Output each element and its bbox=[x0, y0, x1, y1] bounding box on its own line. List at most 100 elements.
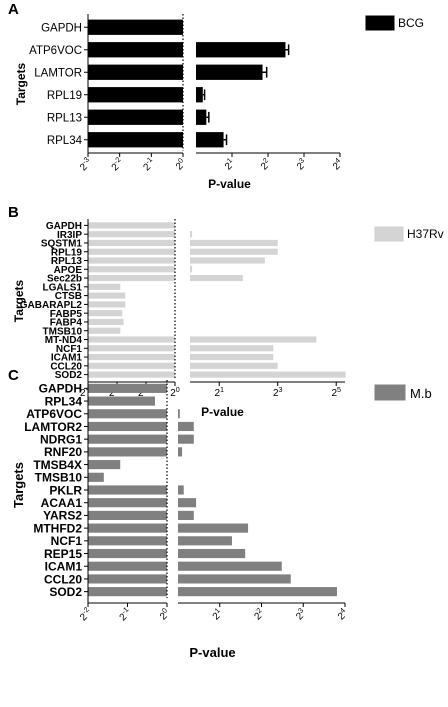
category-label: ICAM1 bbox=[45, 560, 83, 574]
left-bar bbox=[88, 222, 175, 229]
right-bar bbox=[178, 447, 183, 457]
legend-label: H37Rv bbox=[407, 227, 444, 241]
x-tick-label: 2-2 bbox=[108, 155, 126, 173]
left-bar bbox=[88, 64, 183, 80]
y-axis-label: Targets bbox=[12, 279, 26, 322]
x-tick-label: 2-2 bbox=[76, 605, 94, 623]
left-bar bbox=[88, 327, 121, 334]
left-bar bbox=[88, 231, 175, 238]
left-bar bbox=[88, 239, 175, 247]
right-bar bbox=[178, 561, 282, 571]
x-axis-label: P-value bbox=[208, 177, 251, 191]
right-bar bbox=[196, 132, 224, 148]
category-label: CCL20 bbox=[50, 361, 82, 372]
category-label: RPL34 bbox=[47, 135, 83, 147]
legend-swatch bbox=[374, 384, 406, 401]
right-bar bbox=[178, 498, 197, 508]
category-label: GABARAPL2 bbox=[20, 300, 83, 311]
left-bar bbox=[88, 523, 167, 533]
panel-A: A GAPDH ATP6VOC LAMTOR RPL19 RPL13 RPL34 2-3 2-2… bbox=[8, 1, 424, 191]
x-tick-label: 22 bbox=[250, 606, 267, 623]
right-bar bbox=[178, 421, 194, 432]
category-label: YARS2 bbox=[43, 509, 82, 523]
x-axis-label: P-value bbox=[189, 645, 235, 660]
right-bar bbox=[190, 266, 193, 273]
right-bar bbox=[190, 257, 265, 264]
category-label: GAPDH bbox=[41, 22, 82, 34]
x-tick-label: 23 bbox=[273, 385, 283, 399]
left-bar bbox=[88, 362, 175, 369]
x-tick-label: 22 bbox=[257, 156, 274, 173]
left-bar bbox=[88, 345, 175, 352]
left-bar bbox=[88, 409, 167, 419]
x-tick-label: 21 bbox=[214, 385, 224, 399]
x-tick-label: 20 bbox=[172, 156, 189, 173]
left-bar bbox=[88, 42, 183, 58]
category-label: SOD2 bbox=[49, 585, 82, 599]
panel-label: A bbox=[8, 1, 19, 18]
category-label: GAPDH bbox=[46, 221, 82, 232]
x-tick-label: 21 bbox=[221, 156, 238, 173]
left-bar bbox=[88, 561, 167, 571]
left-bar bbox=[88, 336, 175, 343]
left-bar bbox=[88, 248, 175, 255]
category-label: FABP4 bbox=[50, 318, 83, 329]
category-label: MT-ND4 bbox=[45, 335, 83, 346]
left-bar bbox=[88, 447, 167, 457]
category-label: TMSB4X bbox=[33, 458, 82, 472]
right-bar bbox=[190, 231, 193, 238]
left-bar bbox=[88, 109, 183, 125]
category-label: TMSB10 bbox=[35, 471, 83, 485]
left-bar bbox=[88, 536, 167, 546]
y-axis-label: Targets bbox=[14, 62, 28, 105]
right-bar bbox=[190, 239, 278, 247]
category-label: NCF1 bbox=[51, 534, 83, 548]
x-tick-label: 20 bbox=[170, 385, 180, 399]
right-bar bbox=[178, 434, 194, 444]
left-bar bbox=[88, 301, 126, 308]
category-label: ACAA1 bbox=[41, 496, 83, 510]
left-bar bbox=[88, 87, 183, 103]
right-bar bbox=[196, 87, 203, 103]
left-bar bbox=[88, 257, 175, 264]
legend-label: M.b bbox=[410, 386, 432, 401]
category-label: SOD2 bbox=[55, 370, 83, 381]
left-bar bbox=[88, 353, 175, 361]
right-bar bbox=[190, 274, 243, 282]
category-label: NDRG1 bbox=[40, 432, 82, 446]
x-tick-label: 25 bbox=[331, 385, 341, 399]
left-bar bbox=[88, 371, 175, 378]
x-tick-label: 24 bbox=[329, 156, 346, 173]
left-bar bbox=[88, 510, 167, 520]
left-bar bbox=[88, 574, 167, 584]
category-label: RPL19 bbox=[47, 90, 82, 102]
category-label: MTHFD2 bbox=[33, 521, 82, 535]
category-label: RPL19 bbox=[51, 247, 83, 258]
right-bar bbox=[178, 485, 184, 495]
right-bar bbox=[190, 362, 278, 369]
panel-label: C bbox=[8, 367, 19, 384]
category-label: SQSTM1 bbox=[41, 239, 83, 250]
right-bar bbox=[190, 345, 274, 352]
category-label: RNF20 bbox=[44, 445, 82, 459]
x-tick-label: 2-1 bbox=[139, 155, 157, 173]
category-label: LGALS1 bbox=[43, 282, 83, 293]
right-bar bbox=[196, 109, 207, 125]
legend-label: BCG bbox=[398, 16, 424, 30]
right-bar bbox=[178, 548, 246, 559]
left-bar bbox=[88, 548, 167, 559]
x-tick-label: 21 bbox=[209, 606, 226, 623]
right-bar bbox=[178, 510, 194, 520]
left-bar bbox=[88, 498, 167, 508]
category-label: REP15 bbox=[44, 547, 82, 561]
left-bar bbox=[88, 292, 126, 299]
category-label: RPL13 bbox=[51, 256, 83, 267]
left-bar bbox=[88, 383, 167, 393]
right-bar bbox=[190, 336, 317, 343]
right-bar bbox=[178, 409, 180, 419]
legend-swatch bbox=[374, 226, 404, 242]
category-label: ATP6VOC bbox=[26, 407, 82, 421]
x-tick-label: 20 bbox=[156, 606, 173, 623]
left-bar bbox=[88, 485, 167, 495]
